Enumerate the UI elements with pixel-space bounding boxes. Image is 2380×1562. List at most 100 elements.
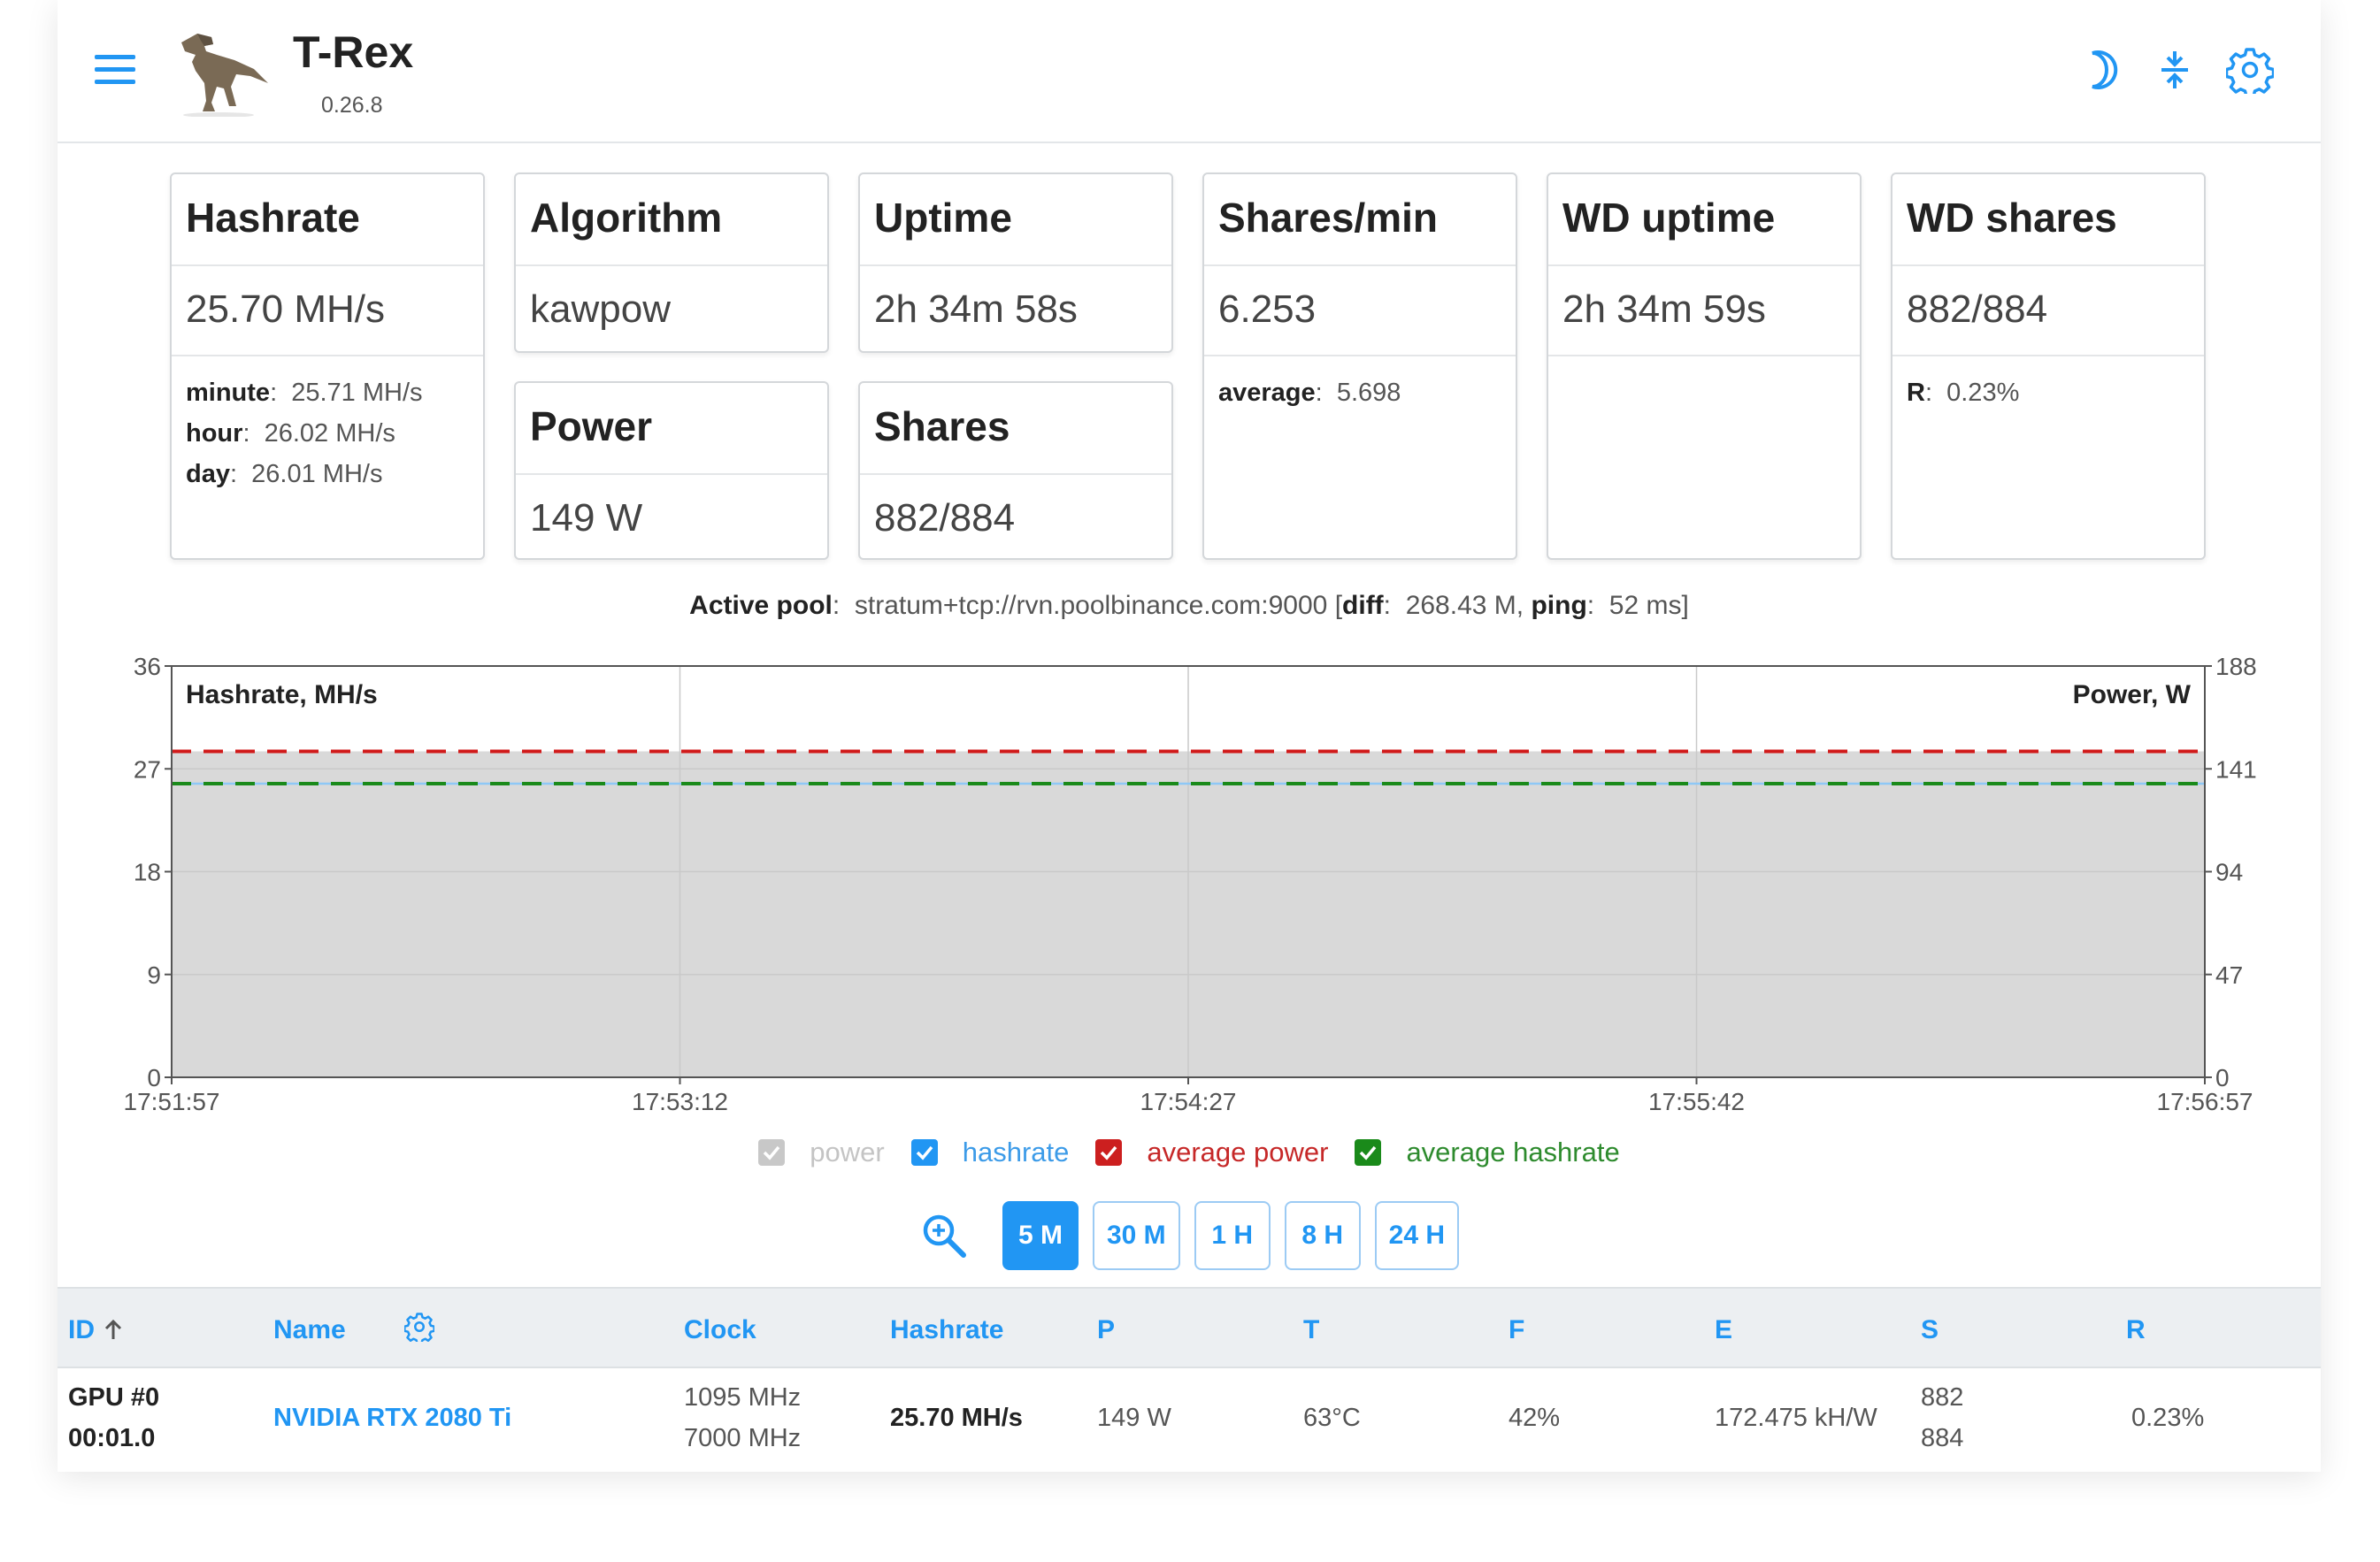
col-f[interactable]: F	[1509, 1315, 1525, 1344]
uptime-card: Uptime 2h 34m 58s	[858, 172, 1173, 353]
table-row[interactable]: GPU #0 00:01.0 NVIDIA RTX 2080 Ti 1095 M…	[58, 1368, 2321, 1470]
hashrate-cell: 25.70 MH/s	[890, 1404, 1023, 1432]
card-value: 2h 34m 58s	[874, 287, 1078, 331]
wd-uptime-card: WD uptime 2h 34m 59s	[1547, 172, 1862, 560]
card-value: 25.70 MH/s	[172, 266, 483, 356]
app-title: T-Rex	[293, 27, 414, 77]
time-range-bar: 5 M 30 M 1 H 8 H 24 H	[58, 1201, 2321, 1270]
temperature-cell: 63°C	[1303, 1404, 1361, 1432]
table-header: ID Name Clock Hashrate P T F E S R	[58, 1287, 2321, 1368]
x-tick-label: 17:54:27	[1140, 1088, 1237, 1115]
legend-average-power[interactable]: average power	[1095, 1137, 1328, 1168]
x-tick-label: 17:55:42	[1648, 1088, 1745, 1115]
stat-hour: hour: 26.02 MH/s	[186, 419, 395, 448]
stat-average: average: 5.698	[1218, 379, 1401, 407]
card-title: Shares/min	[1204, 174, 1516, 266]
col-clock[interactable]: Clock	[684, 1315, 756, 1344]
x-tick-label: 17:51:57	[124, 1088, 220, 1115]
legend-average-hashrate[interactable]: average hashrate	[1355, 1137, 1620, 1168]
compress-icon[interactable]	[2151, 46, 2199, 94]
checkbox-icon[interactable]	[1355, 1139, 1382, 1166]
legend-hashrate[interactable]: hashrate	[910, 1137, 1069, 1168]
zoom-icon[interactable]	[919, 1211, 969, 1260]
card-title: WD shares	[1892, 174, 2204, 266]
pool-label: Active pool	[689, 591, 833, 620]
x-tick-label: 17:53:12	[632, 1088, 728, 1115]
app-window: T-Rex 0.26.8 Hashrate 25.70 MH/s minut	[58, 0, 2321, 1472]
y-left-tick-label: 27	[134, 755, 161, 783]
active-pool-line: Active pool: stratum+tcp://rvn.poolbinan…	[689, 591, 1689, 620]
col-t[interactable]: T	[1303, 1315, 1320, 1344]
range-30m-button[interactable]: 30 M	[1092, 1201, 1180, 1270]
y-right-tick-label: 0	[2215, 1064, 2230, 1091]
col-s[interactable]: S	[1921, 1315, 1939, 1344]
power-card: Power 149 W	[514, 381, 829, 560]
legend-power[interactable]: power	[758, 1137, 885, 1168]
shares-card: Shares 882/884	[858, 381, 1173, 560]
y-right-tick-label: 141	[2215, 755, 2257, 783]
chart-legend: power hashrate average power average has…	[58, 1130, 2321, 1175]
y-left-tick-label: 36	[134, 655, 161, 680]
power-cell: 149 W	[1097, 1404, 1171, 1432]
checkbox-icon[interactable]	[1095, 1139, 1123, 1166]
col-e[interactable]: E	[1715, 1315, 1733, 1344]
range-8h-button[interactable]: 8 H	[1284, 1201, 1361, 1270]
efficiency-cell: 172.475 kH/W	[1715, 1404, 1877, 1432]
card-value: 149 W	[530, 496, 643, 540]
stat-minute: minute: 25.71 MH/s	[186, 379, 423, 407]
card-title: Shares	[860, 383, 1171, 475]
range-5m-button[interactable]: 5 M	[1002, 1201, 1079, 1270]
gpu-name-link[interactable]: NVIDIA RTX 2080 Ti	[273, 1404, 512, 1432]
card-title: Algorithm	[516, 174, 827, 266]
gpu-table: ID Name Clock Hashrate P T F E S R GPU #…	[58, 1287, 2321, 1470]
app-version: 0.26.8	[321, 93, 383, 118]
card-value: 2h 34m 59s	[1548, 266, 1860, 356]
clock-cell: 1095 MHz 7000 MHz	[684, 1383, 802, 1452]
card-value: 882/884	[1892, 266, 2204, 356]
col-r[interactable]: R	[2126, 1315, 2146, 1344]
card-title: Power	[516, 383, 827, 475]
card-title: WD uptime	[1548, 174, 1860, 266]
y-left-tick-label: 9	[147, 961, 161, 989]
y-right-tick-label: 188	[2215, 655, 2257, 680]
card-title: Uptime	[860, 174, 1171, 266]
hashrate-stats: minute: 25.71 MH/s hour: 26.02 MH/s day:…	[172, 356, 483, 510]
stat-rejected: R: 0.23%	[1907, 379, 2020, 407]
card-value: 882/884	[874, 496, 1016, 540]
sort-asc-icon	[105, 1319, 122, 1339]
shares-cell: 882 884	[1921, 1383, 1964, 1452]
menu-icon[interactable]	[95, 55, 135, 87]
y-left-axis-title: Hashrate, MH/s	[186, 680, 378, 709]
col-id[interactable]: ID	[68, 1315, 125, 1345]
col-hashrate[interactable]: Hashrate	[890, 1315, 1004, 1344]
gear-icon[interactable]	[2224, 46, 2276, 98]
x-tick-label: 17:56:57	[2157, 1088, 2253, 1115]
range-1h-button[interactable]: 1 H	[1194, 1201, 1271, 1270]
column-settings-icon[interactable]	[404, 1312, 434, 1342]
col-p[interactable]: P	[1097, 1315, 1116, 1344]
checkbox-icon[interactable]	[758, 1139, 786, 1166]
col-name[interactable]: Name	[273, 1315, 346, 1344]
rejected-cell: 0.23%	[2131, 1404, 2205, 1432]
y-right-axis-title: Power, W	[2073, 680, 2192, 709]
card-value: 6.253	[1204, 266, 1516, 356]
fan-cell: 42%	[1509, 1404, 1561, 1432]
card-value: kawpow	[530, 287, 671, 331]
stat-day: day: 26.01 MH/s	[186, 460, 383, 488]
hashrate-power-chart: 0 9 18 27 36 0 47 94 141 188 17:51:57 17:53:12 17:54…	[124, 655, 2257, 1115]
card-title: Hashrate	[172, 174, 483, 266]
gpu-id-cell: GPU #0 00:01.0	[68, 1383, 160, 1452]
pool-diff: 268.43 M	[1405, 591, 1516, 620]
hashrate-card: Hashrate 25.70 MH/s minute: 25.71 MH/s h…	[170, 172, 485, 560]
range-24h-button[interactable]: 24 H	[1374, 1201, 1460, 1270]
y-left-tick-label: 0	[147, 1064, 161, 1091]
wd-shares-card: WD shares 882/884 R: 0.23%	[1891, 172, 2206, 560]
moon-icon[interactable]	[2073, 46, 2121, 94]
y-right-tick-label: 94	[2215, 859, 2243, 886]
top-bar: T-Rex 0.26.8	[58, 0, 2321, 143]
pool-url: stratum+tcp://rvn.poolbinance.com:9000	[854, 591, 1328, 620]
trex-logo	[181, 34, 268, 117]
pool-ping: 52 ms	[1608, 591, 1682, 620]
y-left-tick-label: 18	[134, 859, 161, 886]
checkbox-icon[interactable]	[910, 1139, 938, 1166]
